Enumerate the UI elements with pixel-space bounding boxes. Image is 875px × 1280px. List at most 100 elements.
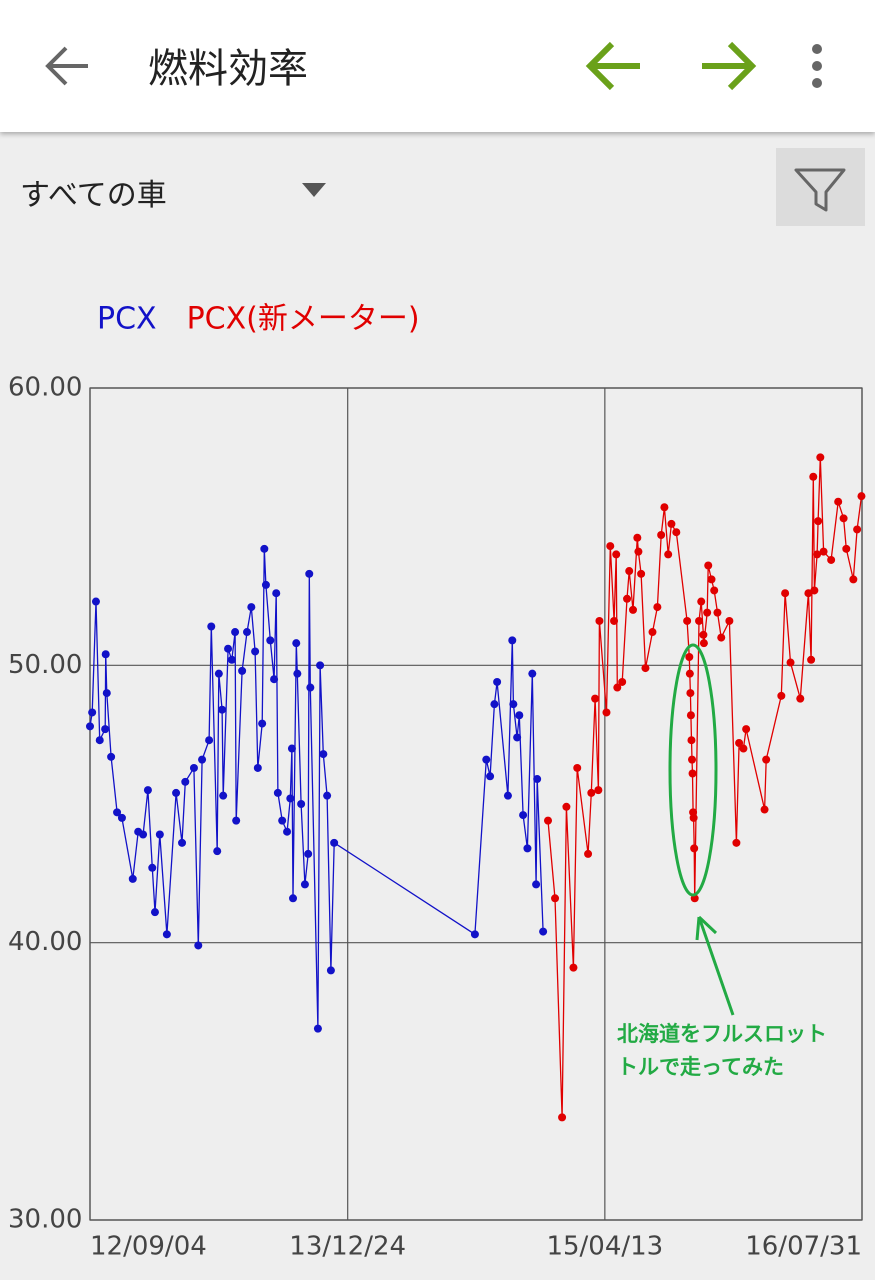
annotation-arrow bbox=[695, 915, 735, 1016]
y-tick-label: 30.00 bbox=[8, 1205, 82, 1235]
data-point bbox=[660, 503, 669, 512]
data-point bbox=[742, 725, 751, 734]
data-point bbox=[270, 675, 279, 684]
app-bar-icons bbox=[45, 41, 822, 91]
plot-area bbox=[89, 387, 863, 1221]
data-point bbox=[816, 453, 825, 462]
x-tick-label: 12/09/04 bbox=[90, 1232, 207, 1262]
data-point bbox=[172, 788, 181, 797]
data-point bbox=[128, 874, 137, 883]
data-point bbox=[786, 658, 795, 667]
data-point bbox=[591, 694, 600, 703]
legend-entry: PCX bbox=[97, 302, 157, 337]
data-point bbox=[242, 628, 251, 637]
data-point bbox=[612, 550, 621, 559]
data-point bbox=[513, 733, 522, 742]
data-point bbox=[809, 472, 818, 481]
data-point bbox=[107, 752, 116, 761]
data-point bbox=[482, 755, 491, 764]
data-point bbox=[300, 880, 309, 889]
data-point bbox=[857, 492, 866, 501]
data-point bbox=[313, 1024, 322, 1033]
data-point bbox=[261, 580, 270, 589]
data-point bbox=[687, 736, 696, 745]
data-point bbox=[725, 616, 734, 625]
data-point bbox=[162, 930, 171, 939]
data-point bbox=[88, 708, 97, 717]
data-point bbox=[685, 653, 694, 662]
menu-button[interactable] bbox=[812, 44, 822, 88]
data-point bbox=[238, 666, 247, 675]
app-bar: 燃料効率 bbox=[0, 0, 875, 132]
data-point bbox=[523, 844, 532, 853]
data-point bbox=[610, 616, 619, 625]
data-point bbox=[304, 849, 313, 858]
data-point bbox=[286, 794, 295, 803]
data-point bbox=[289, 894, 298, 903]
data-point bbox=[306, 683, 315, 692]
dropdown-arrow[interactable] bbox=[300, 180, 330, 200]
data-point bbox=[613, 683, 622, 692]
data-point bbox=[695, 616, 704, 625]
data-point bbox=[218, 705, 227, 714]
data-point bbox=[686, 689, 695, 698]
vehicle-dropdown[interactable]: すべての車 bbox=[20, 178, 167, 213]
data-point bbox=[827, 555, 836, 564]
data-point bbox=[699, 630, 708, 639]
data-point bbox=[796, 694, 805, 703]
data-point bbox=[533, 775, 542, 784]
data-point bbox=[219, 791, 228, 800]
data-point bbox=[625, 567, 634, 576]
previous-button[interactable] bbox=[585, 41, 640, 91]
data-point bbox=[606, 542, 615, 551]
data-point bbox=[292, 639, 301, 648]
data-point bbox=[117, 813, 126, 822]
data-point bbox=[804, 589, 813, 598]
data-point bbox=[686, 711, 695, 720]
x-tick-label: 16/07/31 bbox=[745, 1232, 862, 1262]
data-point bbox=[91, 597, 100, 606]
data-point bbox=[214, 669, 223, 678]
data-point bbox=[490, 700, 499, 709]
data-point bbox=[623, 594, 632, 603]
filter-button[interactable] bbox=[776, 148, 865, 226]
data-point bbox=[688, 755, 697, 764]
data-point bbox=[633, 533, 642, 542]
data-point bbox=[260, 544, 269, 553]
data-point bbox=[819, 547, 828, 556]
data-point bbox=[573, 763, 582, 772]
data-point bbox=[551, 894, 560, 903]
data-point bbox=[287, 744, 296, 753]
data-point bbox=[584, 849, 593, 858]
y-tick-label: 60.00 bbox=[8, 373, 82, 403]
data-point bbox=[689, 813, 698, 822]
data-point bbox=[508, 636, 517, 645]
annotation-text: 北海道をフルスロット bbox=[617, 1022, 827, 1046]
data-point bbox=[319, 750, 328, 759]
data-point bbox=[326, 966, 335, 975]
y-tick-label: 40.00 bbox=[8, 927, 82, 957]
back-button[interactable] bbox=[45, 46, 88, 86]
data-point bbox=[710, 586, 719, 595]
data-point bbox=[667, 519, 676, 528]
data-point bbox=[101, 650, 110, 659]
data-point bbox=[155, 830, 164, 839]
data-point bbox=[569, 963, 578, 972]
data-point bbox=[697, 597, 706, 606]
data-point bbox=[293, 669, 302, 678]
data-point bbox=[528, 669, 537, 678]
x-tick-label: 15/04/13 bbox=[546, 1232, 663, 1262]
next-button[interactable] bbox=[702, 41, 757, 91]
legend-entry: PCX(新メーター) bbox=[187, 302, 420, 337]
data-point bbox=[813, 550, 822, 559]
data-point bbox=[323, 791, 332, 800]
data-point bbox=[688, 769, 697, 778]
data-point bbox=[707, 575, 716, 584]
data-point bbox=[283, 827, 292, 836]
data-point bbox=[509, 700, 518, 709]
x-tick-label: 13/12/24 bbox=[289, 1232, 406, 1262]
data-point bbox=[150, 908, 159, 917]
data-point bbox=[544, 816, 553, 825]
data-point bbox=[532, 880, 541, 889]
